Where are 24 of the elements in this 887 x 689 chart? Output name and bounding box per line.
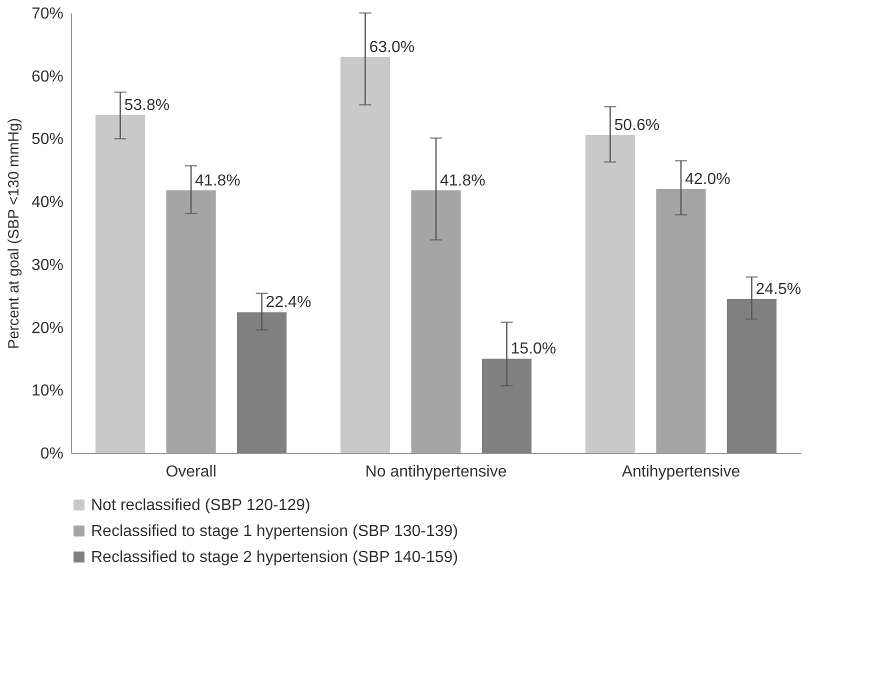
x-tick-label: No antihypertensive bbox=[365, 464, 507, 480]
y-tick-label: 30% bbox=[31, 256, 64, 274]
y-tick-label: 40% bbox=[31, 194, 64, 212]
y-tick-label: 0% bbox=[40, 446, 64, 462]
data-label: 22.4% bbox=[266, 294, 312, 312]
data-label: 41.8% bbox=[195, 172, 240, 190]
data-label: 24.5% bbox=[756, 281, 802, 298]
y-tick-label: 60% bbox=[31, 68, 64, 86]
y-tick-label: 20% bbox=[31, 320, 64, 337]
x-tick-label: Antihypertensive bbox=[622, 464, 740, 480]
data-label: 63.0% bbox=[369, 39, 415, 56]
y-axis-title: Percent at goal (SBP <130 mmHg) bbox=[5, 118, 22, 350]
legend-label: Reclassified to stage 2 hypertension (SBP 140-159) bbox=[91, 549, 458, 566]
data-label: 42.0% bbox=[684, 171, 730, 188]
x-tick-label: Overall bbox=[166, 464, 216, 480]
data-label: 41.8% bbox=[440, 172, 486, 190]
y-tick-label: 10% bbox=[31, 382, 64, 400]
legend-label: Not reclassified (SBP 120-129) bbox=[91, 497, 310, 514]
y-tick-label: 50% bbox=[31, 131, 64, 148]
legend-label: Reclassified to stage 1 hypertension (SBP 130-139) bbox=[91, 523, 458, 540]
data-label: 53.8% bbox=[124, 96, 170, 114]
data-label: 15.0% bbox=[510, 340, 556, 358]
y-tick-label: 70% bbox=[31, 6, 64, 22]
data-label: 50.6% bbox=[614, 116, 660, 134]
